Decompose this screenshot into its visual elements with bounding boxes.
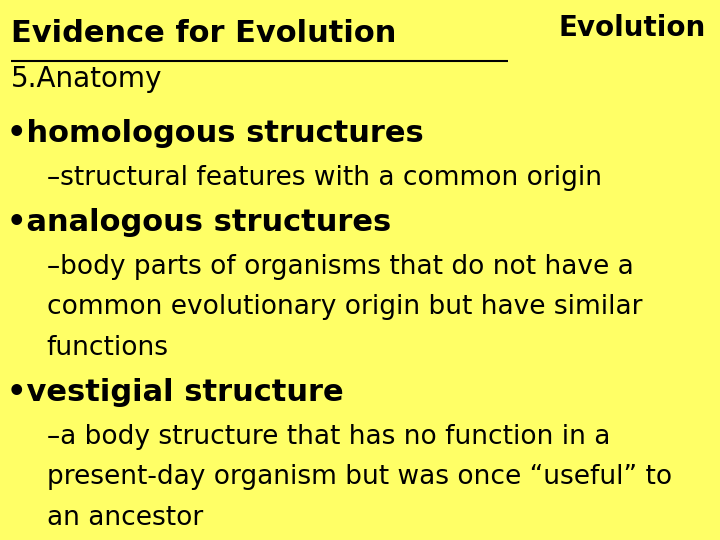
Text: •homologous structures: •homologous structures xyxy=(7,119,424,148)
Text: Evolution: Evolution xyxy=(558,14,706,42)
Text: –structural features with a common origin: –structural features with a common origi… xyxy=(47,165,602,191)
Text: common evolutionary origin but have similar: common evolutionary origin but have simi… xyxy=(47,294,642,320)
Text: –a body structure that has no function in a: –a body structure that has no function i… xyxy=(47,424,610,450)
Text: 5.Anatomy: 5.Anatomy xyxy=(11,65,162,93)
Text: an ancestor: an ancestor xyxy=(47,505,203,531)
Text: •vestigial structure: •vestigial structure xyxy=(7,378,344,407)
Text: •analogous structures: •analogous structures xyxy=(7,208,392,237)
Text: functions: functions xyxy=(47,335,168,361)
Text: present-day organism but was once “useful” to: present-day organism but was once “usefu… xyxy=(47,464,672,490)
Text: –body parts of organisms that do not have a: –body parts of organisms that do not hav… xyxy=(47,254,634,280)
Text: Evidence for Evolution: Evidence for Evolution xyxy=(11,19,396,48)
